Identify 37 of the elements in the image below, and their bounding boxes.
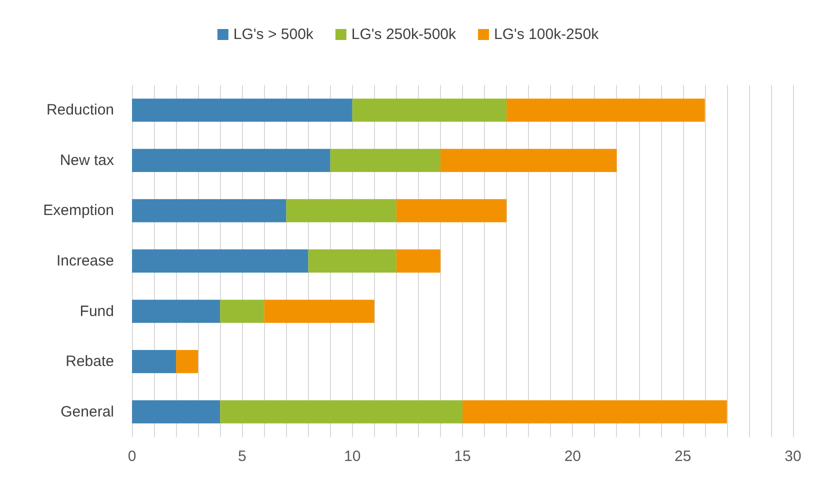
bar	[506, 98, 705, 122]
legend-label: LG's > 500k	[233, 26, 314, 43]
y-tick-label: General	[60, 403, 114, 420]
bar	[286, 199, 396, 222]
x-tick-label: 15	[454, 448, 471, 465]
y-tick-label: Rebate	[66, 353, 114, 370]
y-tick-label: Increase	[56, 252, 114, 270]
x-tick-label: 0	[128, 448, 136, 465]
bar	[396, 199, 507, 222]
bar	[132, 400, 220, 424]
bar	[352, 98, 507, 122]
x-tick-label: 20	[564, 448, 582, 465]
y-tick-label: Fund	[80, 302, 114, 320]
y-tick-label: Reduction	[46, 102, 114, 119]
bar	[396, 249, 440, 273]
bar	[132, 148, 330, 172]
bar	[132, 249, 308, 273]
bar	[462, 400, 727, 424]
bar	[264, 300, 374, 323]
bar	[220, 400, 462, 424]
x-tick-label: 10	[344, 448, 361, 465]
bar	[132, 199, 286, 222]
x-tick-label: 30	[784, 448, 802, 465]
legend-label: LG's 100k-250k	[494, 26, 600, 43]
bar	[330, 148, 440, 172]
bar	[176, 350, 198, 374]
bar	[132, 350, 176, 374]
y-tick-label: Exemption	[43, 202, 114, 220]
bar	[132, 98, 352, 122]
bar	[440, 148, 617, 172]
x-tick-label: 25	[674, 448, 692, 465]
bar	[132, 300, 220, 323]
bar	[220, 300, 264, 323]
x-tick-label: 5	[238, 448, 246, 465]
bar	[308, 249, 396, 273]
legend-label: LG's 250k-500k	[351, 26, 456, 43]
y-tick-label: New tax	[60, 152, 114, 169]
